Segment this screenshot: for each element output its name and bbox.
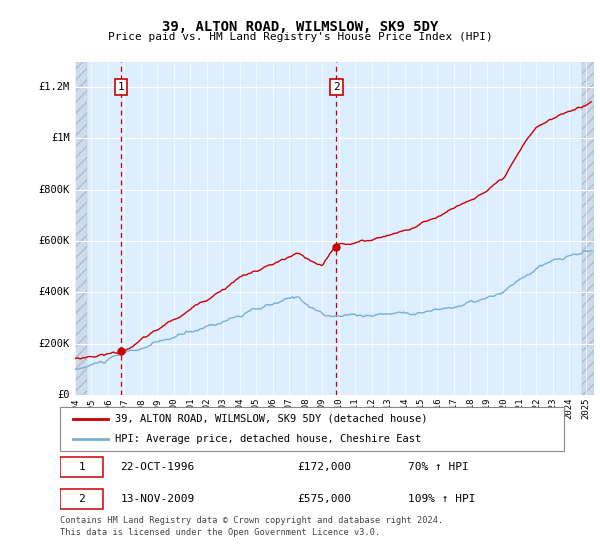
Text: 70% ↑ HPI: 70% ↑ HPI [408, 462, 469, 472]
Text: £1M: £1M [51, 133, 70, 143]
Text: HPI: Average price, detached house, Cheshire East: HPI: Average price, detached house, Ches… [115, 434, 422, 444]
FancyBboxPatch shape [60, 457, 103, 477]
Text: £400K: £400K [38, 287, 70, 297]
Text: £1.2M: £1.2M [38, 82, 70, 92]
Text: £0: £0 [58, 390, 70, 400]
Text: 1: 1 [78, 462, 85, 472]
Bar [583, 62, 594, 395]
Text: 109% ↑ HPI: 109% ↑ HPI [408, 494, 475, 504]
Text: £575,000: £575,000 [297, 494, 351, 504]
Bar [75, 62, 86, 395]
Text: 39, ALTON ROAD, WILMSLOW, SK9 5DY: 39, ALTON ROAD, WILMSLOW, SK9 5DY [162, 20, 438, 34]
Text: Contains HM Land Registry data © Crown copyright and database right 2024.: Contains HM Land Registry data © Crown c… [60, 516, 443, 525]
FancyBboxPatch shape [60, 407, 564, 451]
Text: 2: 2 [78, 494, 85, 504]
Text: £200K: £200K [38, 339, 70, 348]
Text: £800K: £800K [38, 185, 70, 195]
Text: £600K: £600K [38, 236, 70, 246]
FancyBboxPatch shape [60, 489, 103, 509]
Text: 13-NOV-2009: 13-NOV-2009 [121, 494, 195, 504]
Text: £172,000: £172,000 [297, 462, 351, 472]
Text: Price paid vs. HM Land Registry's House Price Index (HPI): Price paid vs. HM Land Registry's House … [107, 32, 493, 43]
Text: 39, ALTON ROAD, WILMSLOW, SK9 5DY (detached house): 39, ALTON ROAD, WILMSLOW, SK9 5DY (detac… [115, 414, 428, 424]
Text: 2: 2 [333, 82, 340, 92]
Text: 1: 1 [118, 82, 125, 92]
Text: 22-OCT-1996: 22-OCT-1996 [121, 462, 195, 472]
Text: This data is licensed under the Open Government Licence v3.0.: This data is licensed under the Open Gov… [60, 528, 380, 536]
